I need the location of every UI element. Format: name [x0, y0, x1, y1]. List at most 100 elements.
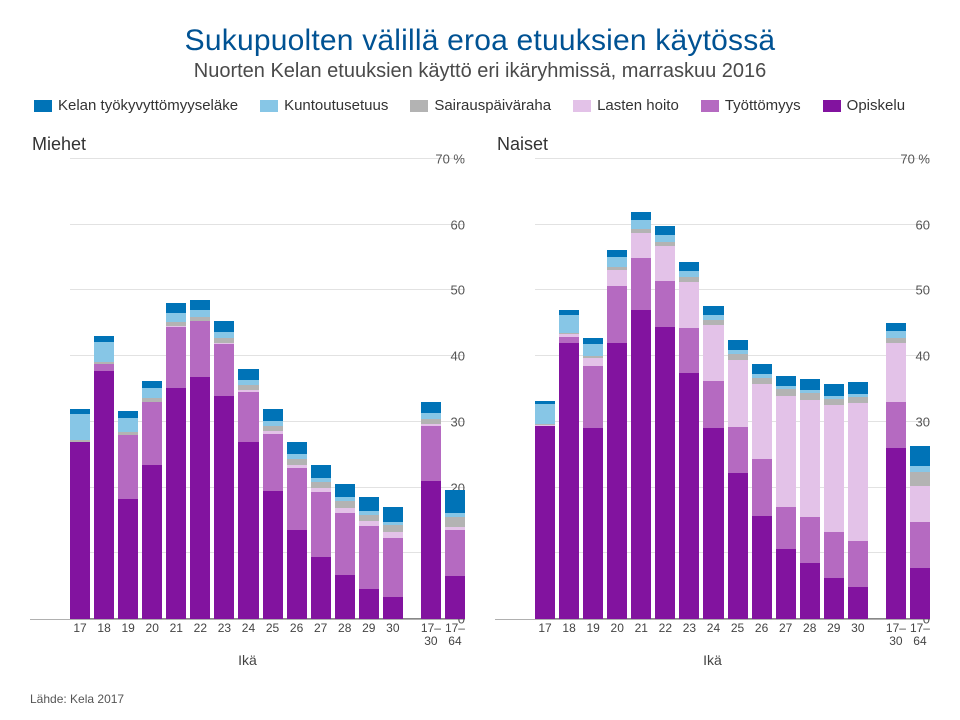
bar-segment: [631, 310, 651, 619]
bars-container: [535, 159, 930, 619]
bar-column: [559, 310, 579, 619]
x-label-gap: [407, 622, 417, 647]
bar-segment: [311, 557, 331, 619]
bar-segment: [263, 491, 283, 619]
x-tick-label: 23: [214, 622, 234, 647]
bar-segment: [728, 473, 748, 619]
bar-segment: [607, 270, 627, 286]
bar-segment: [910, 568, 930, 619]
bar-segment: [535, 426, 555, 619]
bar-segment: [679, 328, 699, 373]
bar-segment: [118, 418, 138, 432]
bar-column: [824, 384, 844, 619]
bar-column: [728, 340, 748, 619]
legend-swatch: [410, 100, 428, 112]
legend-swatch: [573, 100, 591, 112]
bar-column: [776, 376, 796, 619]
bar-segment: [383, 507, 403, 522]
bar-segment: [359, 526, 379, 589]
bar-segment: [752, 516, 772, 619]
bar-segment: [238, 442, 258, 619]
x-tick-label: 17– 64: [910, 622, 930, 647]
bar-segment: [655, 246, 675, 281]
x-tick-label: 23: [679, 622, 699, 647]
bar-segment: [583, 366, 603, 428]
bar-segment: [263, 434, 283, 491]
bar-column: [190, 300, 210, 619]
bar-segment: [824, 532, 844, 578]
bar-segment: [118, 435, 138, 499]
bar-segment: [848, 382, 868, 394]
plot-area: 010203040506070 %17181920212223242526272…: [495, 159, 930, 620]
bar-column: [631, 212, 651, 619]
page-title: Sukupuolten välillä eroa etuuksien käytö…: [30, 24, 930, 58]
bar-segment: [631, 220, 651, 229]
legend-label: Opiskelu: [847, 97, 905, 114]
bar-segment: [800, 400, 820, 517]
x-tick-label: 26: [287, 622, 307, 647]
bar-segment: [631, 233, 651, 258]
x-tick-label: 30: [848, 622, 868, 647]
x-tick-label: 25: [263, 622, 283, 647]
bar-segment: [421, 481, 441, 619]
bar-segment: [421, 402, 441, 413]
x-labels: 171819202122232425262728293017– 3017– 64: [535, 619, 930, 647]
bar-segment: [607, 250, 627, 257]
bar-segment: [776, 396, 796, 508]
legend-label: Työttömyys: [725, 97, 801, 114]
bar-segment: [848, 541, 868, 587]
x-tick-label: 25: [728, 622, 748, 647]
bar-segment: [752, 459, 772, 516]
legend-label: Sairauspäiväraha: [434, 97, 551, 114]
bar-segment: [190, 377, 210, 619]
bar-column: [263, 409, 283, 619]
plot-area: 010203040506070 %17181920212223242526272…: [30, 159, 465, 620]
bar-segment: [910, 522, 930, 568]
bar-segment: [776, 549, 796, 619]
bar-segment: [800, 379, 820, 390]
bar-segment: [848, 403, 868, 541]
bar-column: [335, 484, 355, 619]
bar-segment: [607, 257, 627, 267]
x-tick-label: 27: [311, 622, 331, 647]
bar-segment: [910, 472, 930, 485]
legend-item: Työttömyys: [701, 97, 801, 114]
bar-segment: [752, 364, 772, 374]
x-tick-label: 30: [383, 622, 403, 647]
bar-segment: [655, 226, 675, 235]
bar-segment: [263, 409, 283, 421]
bar-segment: [800, 563, 820, 619]
bar-segment: [421, 426, 441, 481]
bar-segment: [824, 578, 844, 619]
bar-segment: [166, 388, 186, 619]
bar-segment: [166, 313, 186, 322]
x-labels: 171819202122232425262728293017– 3017– 64: [70, 619, 465, 647]
legend-swatch: [260, 100, 278, 112]
bar-segment: [728, 340, 748, 350]
bar-segment: [583, 428, 603, 619]
legend-swatch: [823, 100, 841, 112]
bar-segment: [703, 428, 723, 619]
bar-segment: [214, 396, 234, 619]
bar-segment: [703, 325, 723, 381]
bar-column: [118, 411, 138, 619]
bar-segment: [559, 343, 579, 619]
x-tick-label: 21: [631, 622, 651, 647]
bar-segment: [728, 427, 748, 473]
bar-segment: [383, 597, 403, 619]
bar-segment: [142, 388, 162, 398]
bar-segment: [800, 517, 820, 564]
bar-segment: [679, 373, 699, 619]
x-tick-label: 19: [118, 622, 138, 647]
x-axis-title: Ikä: [30, 652, 465, 668]
bar-segment: [559, 315, 579, 332]
x-tick-label: 21: [166, 622, 186, 647]
bar-segment: [910, 446, 930, 466]
bar-segment: [335, 575, 355, 619]
chart-panels: Miehet010203040506070 %17181920212223242…: [30, 128, 930, 668]
legend-item: Opiskelu: [823, 97, 905, 114]
bar-segment: [70, 442, 90, 619]
bar-segment: [607, 286, 627, 343]
bar-column: [752, 364, 772, 619]
x-tick-label: 26: [752, 622, 772, 647]
